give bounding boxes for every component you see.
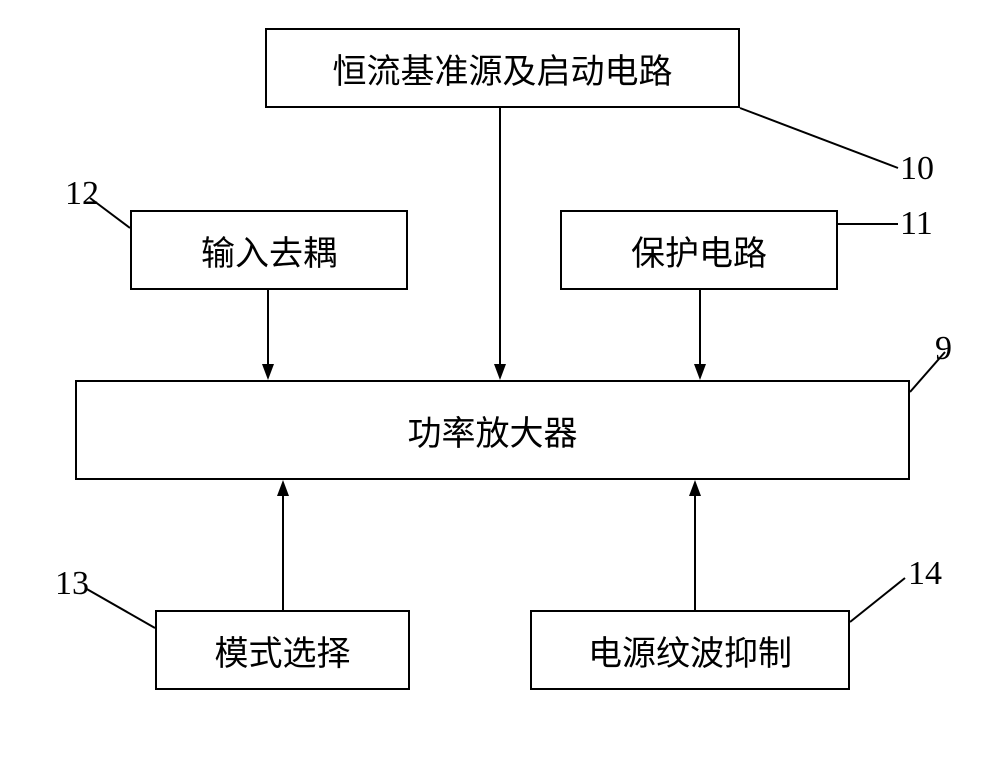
callout-12: 12: [65, 175, 99, 213]
block-psrr: 电源纹波抑制: [530, 610, 850, 690]
block-label: 功率放大器: [408, 406, 578, 455]
diagram-canvas: 恒流基准源及启动电路 输入去耦 保护电路 功率放大器 模式选择 电源纹波抑制 1…: [0, 0, 1000, 782]
block-mode-select: 模式选择: [155, 610, 410, 690]
block-input-decoupling: 输入去耦: [130, 210, 408, 290]
block-label: 保护电路: [631, 226, 767, 275]
block-reference-source: 恒流基准源及启动电路: [265, 28, 740, 108]
block-label: 模式选择: [215, 626, 351, 675]
block-protection-circuit: 保护电路: [560, 210, 838, 290]
block-label: 输入去耦: [201, 226, 337, 275]
callout-13: 13: [55, 565, 89, 603]
block-label: 恒流基准源及启动电路: [333, 44, 673, 93]
block-power-amplifier: 功率放大器: [75, 380, 910, 480]
callout-9: 9: [935, 330, 952, 368]
block-label: 电源纹波抑制: [588, 626, 792, 675]
callout-14: 14: [908, 555, 942, 593]
callout-10: 10: [900, 150, 934, 188]
callout-11: 11: [900, 205, 933, 243]
